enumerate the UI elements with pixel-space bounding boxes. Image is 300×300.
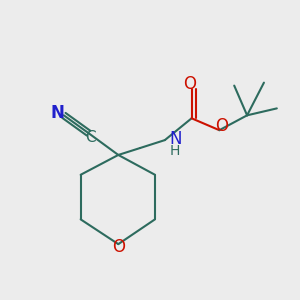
Text: O: O — [183, 75, 196, 93]
Text: O: O — [215, 117, 228, 135]
Text: C: C — [85, 130, 96, 145]
Text: N: N — [170, 130, 182, 148]
Text: O: O — [112, 238, 125, 256]
Text: H: H — [170, 144, 180, 158]
Text: N: N — [51, 104, 65, 122]
